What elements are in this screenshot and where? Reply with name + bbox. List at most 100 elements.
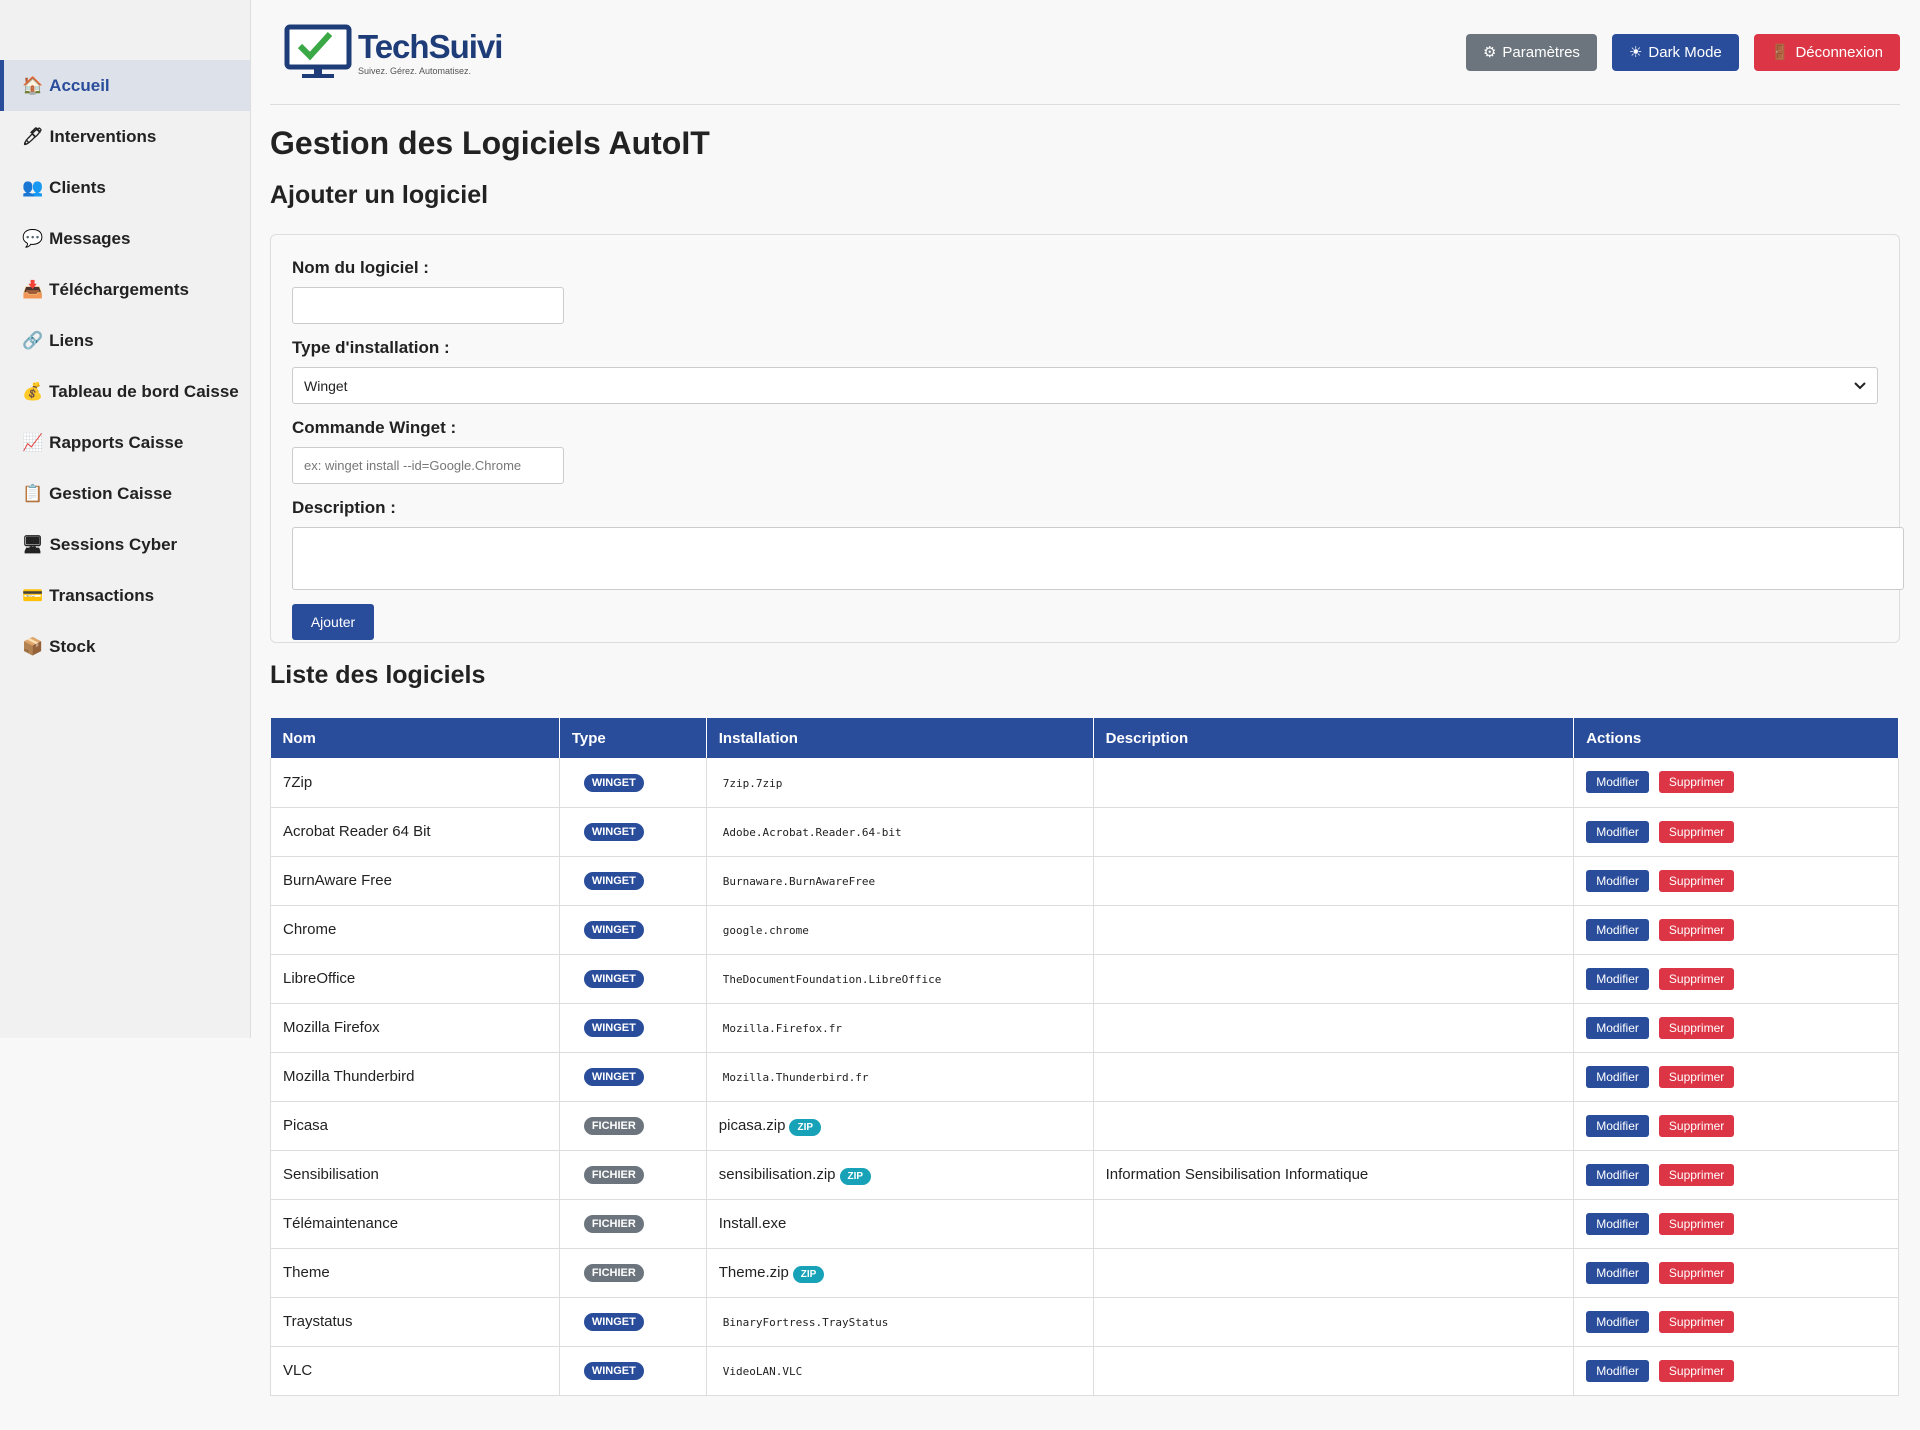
type-badge: WINGET [583,970,644,988]
nav-item[interactable]: 📥 Téléchargements [0,264,250,315]
action-button[interactable]: Supprimer [1658,1114,1735,1137]
header-button[interactable]: ⚙ Paramètres [1465,33,1597,71]
action-button[interactable]: Supprimer [1658,1212,1735,1235]
action-button[interactable]: Supprimer [1658,1261,1735,1284]
install-text: Mozilla.Firefox.fr [722,1022,842,1035]
action-button[interactable]: Supprimer [1658,1016,1735,1039]
description-cell [1093,1248,1575,1298]
type-badge: FICHIER [583,1264,644,1282]
action-button[interactable]: Modifier [1586,967,1649,990]
table-row: LibreOffice WINGET TheDocumentFoundation.L… [270,954,1899,1004]
column-header: Installation [706,718,1094,758]
action-button[interactable]: Modifier [1586,1016,1649,1039]
table-row: Picasa FICHIER picasa.zip ZIP Modifier Suppri… [270,1101,1899,1151]
header-button[interactable]: ☀ Dark Mode [1611,33,1739,71]
logo-tagline: Suivez. Gérez. Automatisez. [358,66,472,76]
software-table: Nom Type Installation Description Actions 7Zi… [270,718,1899,1396]
install-text: 7zip.7zip [722,776,783,790]
nav-item[interactable]: 🖊 Interventions [0,111,250,162]
main: TechSuivi Suivez. Gérez. Automatisez. ⚙ Pa… [270,0,1904,1396]
nav-label: Messages [49,228,131,248]
nav-item[interactable]: 👥 Clients [0,162,250,213]
description-input[interactable] [292,527,1904,590]
install-cell: Theme.zip ZIP [706,1248,1094,1298]
install-text: Adobe.Acrobat.Reader.64-bit [722,826,902,839]
sidebar: 🏠 Accueil 🖊 Interventions 👥 Clients 💬 Messages 📥… [0,0,251,1038]
nav-item[interactable]: 💰 Tableau de bord Caisse [0,366,250,417]
install-cell: google.chrome [706,905,1094,955]
action-button[interactable]: Supprimer [1658,1163,1735,1186]
type-badge: WINGET [583,1068,644,1086]
button-icon: ☀ [1628,44,1643,61]
install-text: Install.exe [718,1215,787,1232]
action-button[interactable]: Modifier [1586,1359,1649,1382]
table-row: Traystatus WINGET BinaryFortress.TrayStatu… [270,1297,1899,1347]
action-button[interactable]: Supprimer [1658,771,1735,794]
install-text: picasa.zip [718,1117,786,1134]
name-cell: Télémaintenance [270,1199,560,1249]
install-cell: Mozilla.Thunderbird.fr [706,1052,1094,1102]
name-input[interactable] [292,287,564,324]
action-button[interactable]: Modifier [1586,1163,1649,1186]
nav-item[interactable]: 💳 Transactions [0,570,250,621]
action-button[interactable]: Modifier [1586,1212,1649,1235]
nav-item[interactable]: 💬 Messages [0,213,250,264]
type-select[interactable]: Winget [292,367,1878,404]
nav-label: Tableau de bord Caisse [49,381,239,401]
nav-icon: 📈 [22,432,44,452]
type-badge: WINGET [583,872,644,890]
action-button[interactable]: Supprimer [1658,967,1735,990]
name-cell: Picasa [270,1101,560,1151]
action-button[interactable]: Modifier [1586,869,1649,892]
nav-label: Gestion Caisse [49,483,172,503]
actions-cell: Modifier Supprimer [1573,1346,1899,1396]
nav-item[interactable]: 🔗 Liens [0,315,250,366]
action-button[interactable]: Supprimer [1658,820,1735,843]
nav-item[interactable]: 📦 Stock [0,621,250,672]
logo[interactable]: TechSuivi Suivez. Gérez. Automatisez. [284,24,503,80]
form: Nom du logiciel : Type d'installation : … [270,234,1904,643]
label: Description : [292,498,396,517]
action-button[interactable]: Modifier [1586,1065,1649,1088]
action-button[interactable]: Modifier [1586,1114,1649,1137]
actions-cell: Modifier Supprimer [1573,905,1899,955]
install-cell: VideoLAN.VLC [706,1346,1094,1396]
action-button[interactable]: Supprimer [1658,1310,1735,1333]
type-cell: WINGET [559,856,707,906]
header-button[interactable]: 🚪 Déconnexion [1753,33,1900,71]
nav-item[interactable]: 🖥 Sessions Cyber [0,519,250,570]
action-button[interactable]: Supprimer [1658,1065,1735,1088]
action-button[interactable]: Supprimer [1658,869,1735,892]
name-cell: VLC [270,1346,560,1396]
type-cell: WINGET [559,905,707,955]
nav-label: Interventions [49,126,157,146]
nav-item[interactable]: 📈 Rapports Caisse [0,417,250,468]
description-cell [1093,1101,1575,1151]
actions-cell: Modifier Supprimer [1573,1199,1899,1249]
install-text: Mozilla.Thunderbird.fr [722,1071,869,1084]
action-button[interactable]: Modifier [1586,820,1649,843]
action-button[interactable]: Modifier [1586,1261,1649,1284]
command-input[interactable]: ex: winget install --id=Google.Chrome [292,447,564,484]
action-button[interactable]: Supprimer [1658,918,1735,941]
actions-cell: Modifier Supprimer [1573,1150,1899,1200]
install-text: TheDocumentFoundation.LibreOffice [722,973,942,986]
button-label: Déconnexion [1795,43,1883,61]
description-cell [1093,807,1575,857]
nav-item[interactable]: 📋 Gestion Caisse [0,468,250,519]
nav-item[interactable]: 🏠 Accueil [0,60,250,111]
name-cell: BurnAware Free [270,856,560,906]
description-text: Information Sensibilisation Informatique [1105,1166,1369,1183]
action-button[interactable]: Modifier [1586,771,1649,794]
action-button[interactable]: Modifier [1586,1310,1649,1333]
table-row: Acrobat Reader 64 Bit WINGET Adobe.Acrobat… [270,807,1899,857]
name-cell: 7Zip [270,758,560,808]
submit-button[interactable]: Ajouter [292,604,374,640]
action-button[interactable]: Modifier [1586,918,1649,941]
action-button[interactable]: Supprimer [1658,1359,1735,1382]
nav-label: Clients [49,177,106,197]
install-text: VideoLAN.VLC [722,1365,803,1378]
install-text: sensibilisation.zip [718,1166,836,1183]
actions-cell: Modifier Supprimer [1573,1248,1899,1298]
actions-cell: Modifier Supprimer [1573,758,1899,808]
